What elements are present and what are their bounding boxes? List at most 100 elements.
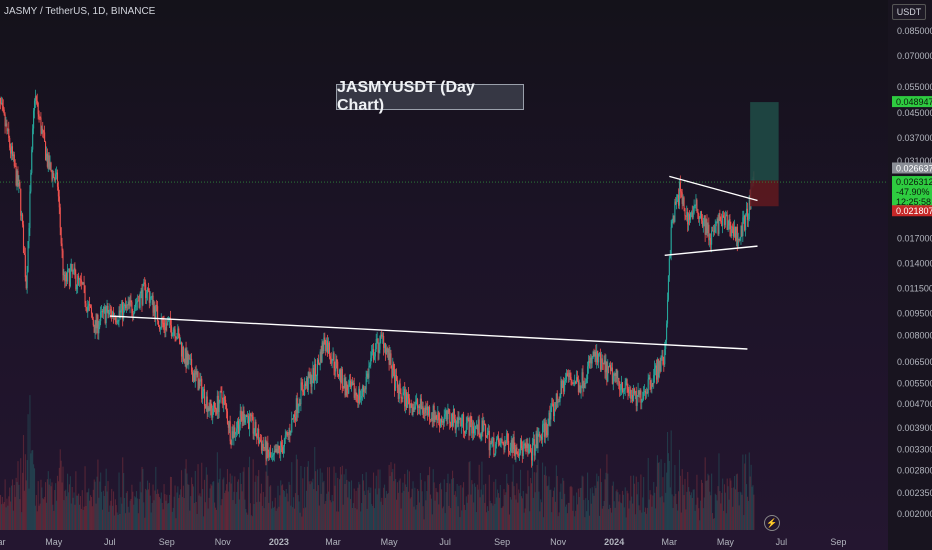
- candle-body: [195, 370, 197, 375]
- currency-button[interactable]: USDT: [892, 4, 926, 20]
- volume-bar: [114, 499, 116, 530]
- volume-bar: [694, 510, 696, 530]
- candle-body: [220, 391, 222, 392]
- volume-bar: [308, 481, 310, 530]
- volume-bar: [373, 508, 376, 530]
- candle-body: [725, 214, 727, 217]
- volume-bar: [2, 503, 4, 530]
- candle-body: [539, 433, 541, 438]
- volume-bar: [624, 487, 626, 530]
- lightning-icon[interactable]: ⚡: [764, 515, 780, 531]
- volume-bar: [147, 489, 149, 530]
- volume-bar: [476, 484, 478, 530]
- volume-bar: [538, 491, 540, 530]
- price-tag-label: 0.021807: [896, 206, 932, 216]
- volume-bar: [447, 473, 449, 530]
- candle-body: [598, 353, 600, 363]
- volume-bar: [27, 414, 29, 530]
- chart-title-box[interactable]: JASMYUSDT (Day Chart): [336, 79, 524, 114]
- volume-bar: [533, 472, 535, 530]
- candle-body: [716, 219, 718, 222]
- candle-body: [127, 301, 129, 306]
- candle-body: [226, 411, 229, 424]
- volume-bar: [451, 479, 453, 530]
- volume-bar: [67, 473, 69, 530]
- candle-body: [45, 153, 48, 160]
- candle-body: [415, 401, 417, 407]
- candle-body: [573, 383, 575, 385]
- volume-bar: [707, 473, 709, 530]
- candle-body: [469, 416, 471, 436]
- volume-bar: [339, 466, 342, 530]
- volume-bar: [23, 490, 25, 530]
- volume-bar: [629, 500, 631, 530]
- volume-bar: [170, 476, 172, 530]
- volume-bar: [450, 508, 452, 530]
- candle-body: [151, 295, 153, 297]
- candle-body: [720, 220, 722, 222]
- candle-body: [701, 220, 703, 227]
- volume-bar: [4, 479, 6, 530]
- candle-body: [24, 254, 26, 278]
- volume-bar: [481, 461, 483, 530]
- volume-bar: [655, 486, 658, 530]
- candle-body: [148, 290, 150, 303]
- candle-body: [14, 165, 16, 167]
- volume-bar: [743, 515, 745, 530]
- candle-body: [196, 371, 198, 375]
- volume-bar: [58, 467, 60, 530]
- candle-body: [336, 359, 338, 362]
- volume-bar: [91, 506, 93, 530]
- candle-body: [173, 329, 175, 331]
- volume-bar: [29, 395, 31, 530]
- volume-bar: [409, 498, 411, 530]
- volume-bar: [63, 500, 65, 530]
- candle-body: [270, 452, 272, 458]
- volume-bar: [723, 510, 725, 530]
- candle-body: [349, 380, 351, 386]
- candle-body: [131, 302, 133, 314]
- candle-body: [576, 377, 578, 384]
- volume-bar: [750, 464, 752, 530]
- volume-bar: [180, 470, 183, 530]
- candle-body: [646, 392, 648, 394]
- volume-bar: [663, 502, 665, 530]
- volume-bar: [365, 472, 367, 530]
- volume-bar: [327, 491, 330, 530]
- volume-bar: [469, 461, 471, 530]
- candle-body: [405, 391, 407, 407]
- volume-bar: [372, 506, 374, 530]
- volume-bar: [349, 481, 351, 530]
- volume-bar: [665, 492, 667, 530]
- candle-body: [463, 414, 465, 432]
- volume-bar: [679, 475, 681, 530]
- volume-bar: [234, 476, 236, 530]
- candle-body: [531, 451, 533, 461]
- candle-body: [70, 263, 72, 271]
- volume-bar: [522, 491, 524, 530]
- candle-body: [86, 307, 88, 313]
- volume-bar: [501, 507, 503, 530]
- volume-bar: [216, 452, 218, 530]
- volume-bar: [43, 499, 45, 530]
- volume-bar: [145, 488, 147, 530]
- candle-body: [454, 419, 456, 430]
- volume-bar: [213, 481, 215, 530]
- candle-body: [9, 137, 11, 148]
- volume-bar: [55, 483, 57, 530]
- volume-bar: [169, 476, 172, 530]
- volume-bar: [44, 496, 46, 530]
- candle-body: [686, 211, 688, 216]
- candle-body: [538, 433, 540, 435]
- candle-body: [734, 226, 737, 241]
- candle-body: [326, 340, 328, 351]
- candle-body: [426, 406, 428, 410]
- candle-body: [154, 306, 156, 319]
- volume-bar: [141, 466, 143, 530]
- volume-bar: [52, 504, 54, 530]
- candle-body: [412, 407, 414, 415]
- candle-body: [361, 395, 363, 398]
- volume-bar: [184, 468, 186, 530]
- volume-bar: [49, 478, 51, 530]
